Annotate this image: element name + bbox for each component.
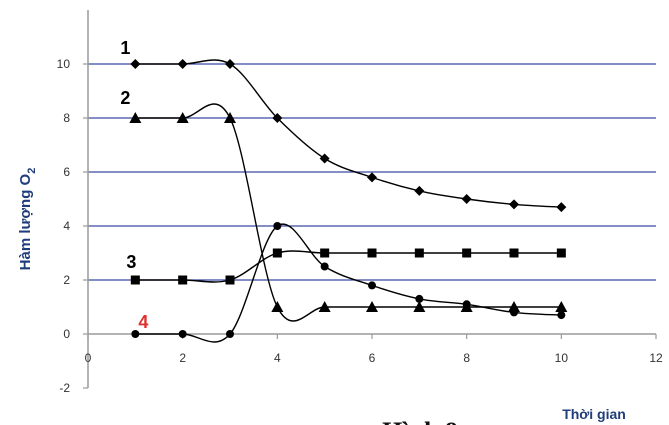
series-1-point <box>367 172 377 183</box>
series-3-point <box>556 248 566 258</box>
series-2-point <box>555 301 568 312</box>
series-2-point <box>271 301 284 312</box>
series-3-point <box>367 248 377 258</box>
x-tick-label: 4 <box>274 351 281 365</box>
series-1-point <box>225 59 235 69</box>
series-2-point <box>413 301 426 312</box>
series-1-point <box>272 113 283 123</box>
y-axis-label-text: Hàm lượng O <box>17 173 34 270</box>
series-3-point <box>272 248 282 258</box>
series-label-2: 2 <box>120 88 130 108</box>
y-tick-label: 6 <box>63 165 70 179</box>
series-1-point <box>509 199 519 210</box>
series-lines <box>135 59 562 343</box>
series-markers <box>129 59 568 338</box>
x-tick-label: 2 <box>179 351 186 365</box>
series-2-point <box>224 112 236 123</box>
series-1-point <box>177 59 188 69</box>
series-3-line <box>135 250 562 283</box>
series-4-point <box>178 330 187 338</box>
y-tick-label: -2 <box>59 381 70 395</box>
series-1-point <box>319 153 330 164</box>
series-3-point <box>509 248 519 258</box>
series-3-point <box>225 275 235 285</box>
series-4-point <box>320 262 329 271</box>
series-4-point <box>131 330 140 338</box>
x-tick-label: 8 <box>463 351 470 365</box>
series-4-point <box>368 281 376 290</box>
series-3-point <box>320 248 330 258</box>
series-1-point <box>461 194 472 204</box>
series-4-point <box>462 300 471 309</box>
series-3-point <box>462 248 472 258</box>
x-tick-label: 6 <box>369 351 376 365</box>
series-2-line <box>135 103 562 322</box>
y-tick-label: 2 <box>63 273 70 287</box>
x-tick-label: 0 <box>85 351 92 365</box>
y-tick-label: 10 <box>57 57 71 71</box>
y-axis-label: Hàm lượng O2 <box>17 168 38 271</box>
series-2-point <box>366 301 378 312</box>
series-label-4: 4 <box>138 312 148 332</box>
series-3-point <box>130 275 140 285</box>
series-3-point <box>414 248 424 258</box>
series-3-point <box>178 275 188 285</box>
figure-caption: Hình 8 <box>382 417 458 425</box>
y-tick-label: 4 <box>63 219 70 233</box>
series-4-point <box>415 294 424 303</box>
series-label-1: 1 <box>120 38 130 58</box>
gridlines <box>88 63 656 335</box>
series-2-point <box>508 301 520 312</box>
y-tick-label: 8 <box>63 111 70 125</box>
series-4-point <box>273 222 282 230</box>
series-1-line <box>135 59 562 208</box>
series-4-point <box>226 330 234 338</box>
series-4-point <box>510 308 518 317</box>
series-4-line <box>135 223 562 343</box>
series-1-point <box>556 202 567 213</box>
series-1-point <box>130 59 141 69</box>
x-tick-label: 10 <box>555 351 569 365</box>
y-tick-label: 0 <box>63 327 70 341</box>
series-2-point <box>129 112 142 123</box>
x-axis-label: Thời gian <box>562 406 626 422</box>
series-2-point <box>318 301 331 312</box>
x-tick-label: 12 <box>649 351 663 365</box>
series-2-point <box>176 112 189 123</box>
series-1-point <box>414 185 425 196</box>
series-4-point <box>557 311 566 320</box>
series-label-3: 3 <box>126 252 136 272</box>
y-axis-label-subscript: 2 <box>26 168 38 174</box>
